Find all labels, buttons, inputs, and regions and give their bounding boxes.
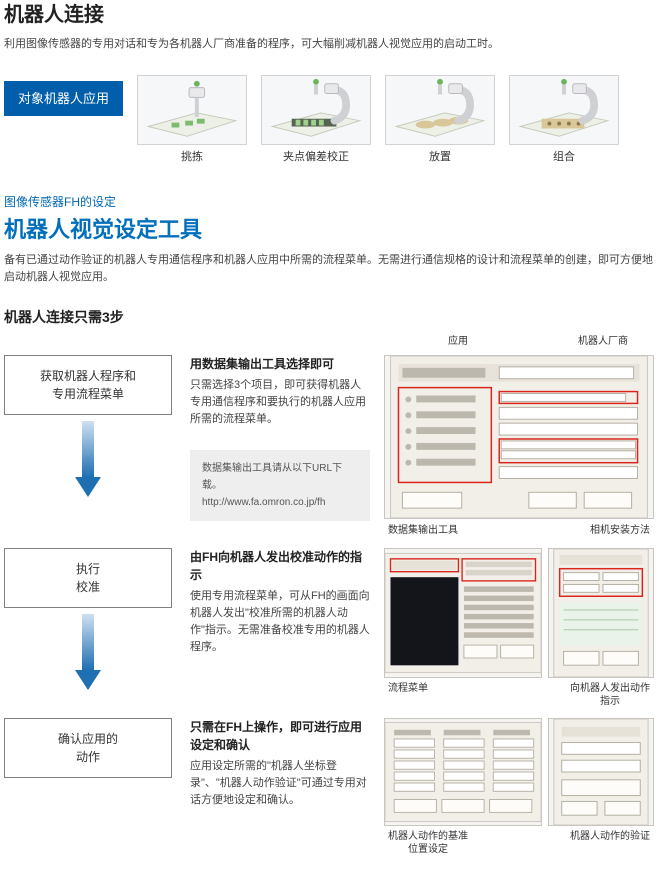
step-row-2: 执行 校准 由FH向机器人发出校准动作的指示 使用专用流程菜单，可从FH的画面向… (4, 548, 654, 708)
step-box-3: 确认应用的 动作 (4, 718, 172, 778)
application-thumb-place (385, 75, 495, 145)
application-item: 挑拣 (137, 75, 247, 166)
screenshot-panel-2a (384, 548, 542, 678)
arrow-down-icon (73, 614, 103, 690)
application-label: 挑拣 (181, 149, 203, 166)
section-subhead-small: 图像传感器FH的设定 (4, 193, 654, 211)
application-label: 夹点偏差校正 (283, 149, 349, 166)
page-intro: 利用图像传感器的专用对话和专为各机器人厂商准备的程序，可大幅削减机器人视觉应用的… (4, 36, 654, 53)
step-box-1: 获取机器人程序和 专用流程菜单 (4, 355, 172, 415)
screenshot2-label-right: 向机器人发出动作指示 (570, 682, 650, 708)
section-subhead-large: 机器人视觉设定工具 (4, 213, 654, 246)
top-label-left: 应用 (448, 334, 468, 349)
application-item: 组合 (509, 75, 619, 166)
screenshot3-label-right: 机器人动作的验证 (570, 830, 650, 856)
screenshot-panel-2b (548, 548, 654, 678)
application-thumb-offset (261, 75, 371, 145)
step3-title: 只需在FH上操作，即可进行应用设定和确认 (190, 718, 370, 754)
step-row-1: 获取机器人程序和 专用流程菜单 用数据集输出工具选择即可 只需选择3个项目，即可… (4, 355, 654, 538)
screenshot2-label-left: 流程菜单 (388, 682, 428, 708)
steps-title: 机器人连接只需3步 (4, 307, 654, 328)
screenshot-panel-3b (548, 718, 654, 826)
step1-title: 用数据集输出工具选择即可 (190, 355, 370, 373)
step2-title: 由FH向机器人发出校准动作的指示 (190, 548, 370, 584)
note-line1: 数据集输出工具请从以下URL下载。 (202, 460, 358, 494)
step1-body: 只需选择3个项目，即可获得机器人专用通信程序和要执行的机器人应用所需的流程菜单。 (190, 377, 370, 428)
application-thumb-assemble (509, 75, 619, 145)
application-item: 夹点偏差校正 (261, 75, 371, 166)
applications-tag: 对象机器人应用 (4, 81, 123, 117)
screenshot-panel-3a (384, 718, 542, 826)
application-label: 组合 (553, 149, 575, 166)
top-label-right: 机器人厂商 (578, 334, 628, 349)
step-row-3: 确认应用的 动作 只需在FH上操作，即可进行应用设定和确认 应用设定所需的"机器… (4, 718, 654, 856)
screenshot-top-labels: 应用 机器人厂商 (4, 334, 654, 349)
step-box-2: 执行 校准 (4, 548, 172, 608)
application-label: 放置 (429, 149, 451, 166)
note-line2: http://www.fa.omron.co.jp/fh (202, 494, 358, 511)
applications-row: 对象机器人应用 挑拣 (4, 75, 654, 166)
section-body: 备有已通过动作验证的机器人专用通信程序和机器人应用中所需的流程菜单。无需进行通信… (4, 252, 654, 285)
screenshot1-label-right: 相机安装方法 (590, 523, 650, 538)
application-thumb-pick (137, 75, 247, 145)
screenshot3-label-left: 机器人动作的基准位置设定 (388, 830, 468, 856)
screenshot1-label-left: 数据集输出工具 (388, 523, 458, 538)
step2-body: 使用专用流程菜单，可从FH的画面向机器人发出"校准所需的机器人动作"指示。无需准… (190, 588, 370, 656)
page-title: 机器人连接 (4, 0, 654, 30)
application-item: 放置 (385, 75, 495, 166)
step3-body: 应用设定所需的"机器人坐标登录"、"机器人动作验证"可通过专用对话方便地设定和确… (190, 758, 370, 809)
screenshot-panel-1 (384, 355, 654, 519)
arrow-down-icon (73, 421, 103, 497)
step1-note: 数据集输出工具请从以下URL下载。 http://www.fa.omron.co… (190, 450, 370, 521)
